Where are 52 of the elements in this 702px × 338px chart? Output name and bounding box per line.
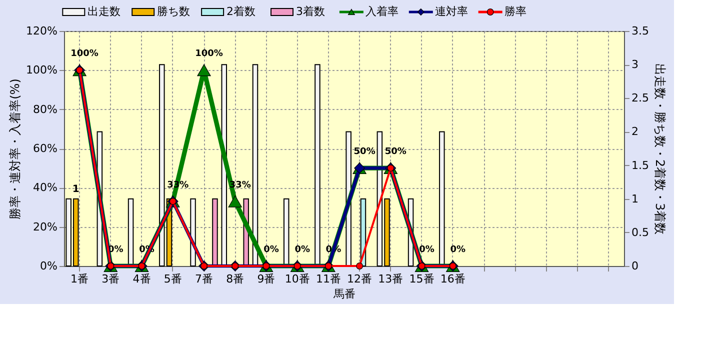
x-tick-label: 13番 xyxy=(378,272,404,286)
point xyxy=(228,195,242,208)
x-tick-label: 4番 xyxy=(132,272,151,286)
y-tick-label: 20% xyxy=(33,220,58,234)
x-tick-label: 12番 xyxy=(347,272,372,286)
point xyxy=(197,64,211,76)
bar xyxy=(212,198,218,266)
legend-label: 出走数 xyxy=(88,5,121,18)
x-tick-label: 15番 xyxy=(409,272,434,286)
x-axis-title: 馬番 xyxy=(332,288,356,300)
data-label: 100% xyxy=(70,49,98,60)
y2-axis-title: 出走数・勝ち数・2着数・3着数 xyxy=(652,63,667,235)
legend-label: 2着数 xyxy=(226,5,256,18)
x-tick-label: 16番 xyxy=(440,272,466,286)
y2-tick-label: 2 xyxy=(632,125,638,138)
y2-tick-label: 3 xyxy=(632,58,638,72)
x-tick-label: 11番 xyxy=(316,272,341,286)
y-tick-label: 100% xyxy=(26,64,58,77)
data-label: 0% xyxy=(419,245,434,255)
data-label: 50% xyxy=(354,147,376,158)
y2-tick-label: 0.5 xyxy=(632,226,649,239)
legend-label: 勝ち数 xyxy=(157,5,190,18)
point xyxy=(356,262,364,270)
y-tick-label: 60% xyxy=(33,142,58,155)
data-label: 0% xyxy=(264,245,279,255)
data-label: 0% xyxy=(294,245,310,255)
x-tick-label: 3番 xyxy=(102,272,120,286)
y-tick-label: 40% xyxy=(33,181,58,194)
x-tick-label: 7番 xyxy=(195,272,213,286)
x-tick-label: 9番 xyxy=(257,272,276,286)
data-label: 50% xyxy=(384,147,406,158)
legend-label: 入着率 xyxy=(365,5,398,18)
y-tick-label: 80% xyxy=(33,102,58,116)
y-tick-label: 120% xyxy=(26,24,58,38)
y-tick-label: 0% xyxy=(40,260,58,272)
y2-tick-label: 1.5 xyxy=(632,158,649,172)
x-tick-label: 8番 xyxy=(226,272,244,286)
legend-label: 勝率 xyxy=(504,5,526,18)
data-label: 1 xyxy=(72,184,80,195)
bar xyxy=(252,64,258,266)
legend-label: 3着数 xyxy=(296,5,325,18)
y2-tick-label: 3.5 xyxy=(632,24,649,38)
y2-tick-label: 1 xyxy=(632,192,638,206)
x-tick-label: 5番 xyxy=(164,272,182,286)
data-label: 0% xyxy=(450,245,466,255)
y2-tick-label: 0 xyxy=(632,260,638,272)
y2-tick-label: 2.5 xyxy=(632,92,649,105)
y-axis-title: 勝率・連対率・入着率(%) xyxy=(8,78,22,220)
x-tick-label: 1番 xyxy=(70,272,89,286)
legend-label: 連対率 xyxy=(434,5,468,18)
data-label: 100% xyxy=(195,49,223,60)
x-tick-label: 10番 xyxy=(284,272,310,286)
